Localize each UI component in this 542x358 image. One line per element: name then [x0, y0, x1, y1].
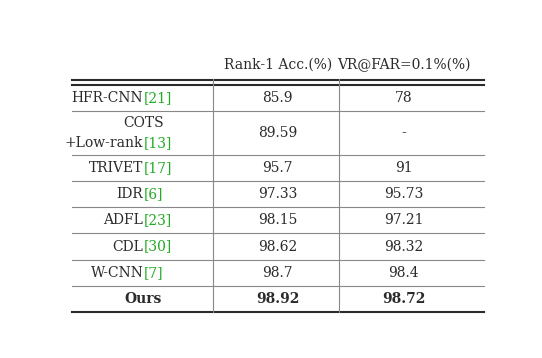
Text: 98.4: 98.4	[389, 266, 419, 280]
Text: 85.9: 85.9	[262, 91, 293, 105]
Text: TRIVET: TRIVET	[89, 161, 143, 175]
Text: [6]: [6]	[143, 187, 163, 201]
Text: 98.92: 98.92	[256, 292, 300, 306]
Text: VR@FAR=0.1%(%): VR@FAR=0.1%(%)	[337, 58, 470, 72]
Text: [7]: [7]	[143, 266, 163, 280]
Text: W-CNN: W-CNN	[91, 266, 143, 280]
Text: 98.15: 98.15	[258, 213, 298, 227]
Text: -: -	[402, 126, 406, 140]
Text: 91: 91	[395, 161, 412, 175]
Text: [23]: [23]	[143, 213, 172, 227]
Text: +Low-rank: +Low-rank	[65, 136, 143, 150]
Text: 78: 78	[395, 91, 412, 105]
Text: 97.33: 97.33	[258, 187, 298, 201]
Text: Ours: Ours	[125, 292, 162, 306]
Text: 95.73: 95.73	[384, 187, 423, 201]
Text: 98.32: 98.32	[384, 240, 423, 253]
Text: CDL: CDL	[113, 240, 143, 253]
Text: Rank-1 Acc.(%): Rank-1 Acc.(%)	[224, 58, 332, 72]
Text: 97.21: 97.21	[384, 213, 423, 227]
Text: [21]: [21]	[143, 91, 172, 105]
Text: 98.7: 98.7	[262, 266, 293, 280]
Text: [13]: [13]	[143, 136, 172, 150]
Text: IDR: IDR	[117, 187, 143, 201]
Text: 89.59: 89.59	[258, 126, 298, 140]
Text: [17]: [17]	[143, 161, 172, 175]
Text: COTS: COTS	[123, 116, 164, 130]
Text: HFR-CNN: HFR-CNN	[72, 91, 143, 105]
Text: 95.7: 95.7	[262, 161, 293, 175]
Text: ADFL: ADFL	[104, 213, 143, 227]
Text: 98.62: 98.62	[258, 240, 298, 253]
Text: 98.72: 98.72	[382, 292, 425, 306]
Text: [30]: [30]	[143, 240, 172, 253]
